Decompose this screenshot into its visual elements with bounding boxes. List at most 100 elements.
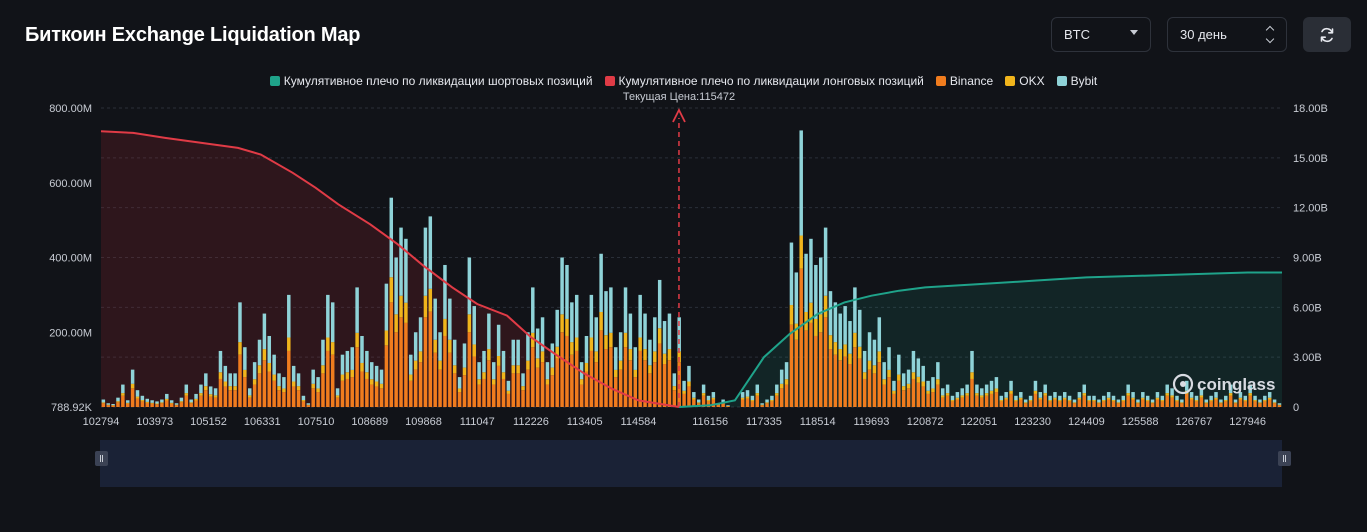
bar-binance	[1028, 401, 1033, 407]
bar-okx	[145, 401, 149, 403]
zoom-handle-right[interactable]	[1278, 451, 1291, 466]
bar-bybit	[160, 399, 164, 403]
legend-item-okx[interactable]: OKX	[1005, 74, 1045, 88]
x-tick-label: 106331	[244, 416, 281, 428]
bar-okx	[1165, 393, 1169, 396]
legend-label-binance: Binance	[949, 74, 994, 88]
bar-bybit	[755, 384, 760, 394]
bar-okx	[438, 360, 442, 370]
bar-binance	[189, 403, 193, 407]
bar-binance	[340, 380, 345, 407]
bar-bybit	[1160, 395, 1165, 401]
period-select[interactable]: 30 день	[1167, 17, 1287, 52]
bar-binance	[760, 405, 764, 407]
bar-bybit	[223, 365, 228, 382]
bar-binance	[653, 362, 657, 407]
bar-bybit	[1082, 384, 1086, 394]
bar-bybit	[169, 400, 174, 403]
bar-binance	[394, 332, 398, 407]
legend-label-short: Кумулятивное плечо по ликвидации шортовы…	[283, 74, 593, 88]
y-right-tick-label: 6.00B	[1293, 302, 1322, 314]
bar-bybit	[711, 392, 716, 398]
zoom-slider[interactable]	[100, 440, 1282, 487]
bar-okx	[750, 400, 755, 402]
bar-bybit	[379, 369, 384, 384]
bar-okx	[516, 365, 520, 374]
bar-bybit	[340, 354, 345, 375]
bar-bybit	[306, 403, 311, 405]
coin-select[interactable]: BTC	[1051, 17, 1151, 52]
bar-okx	[155, 403, 159, 405]
bar-bybit	[1019, 392, 1023, 398]
bar-binance	[472, 356, 476, 407]
bar-bybit	[1009, 380, 1013, 391]
bar-bybit	[1204, 399, 1208, 403]
bar-okx	[570, 342, 574, 355]
bar-bybit	[1106, 392, 1111, 398]
bar-bybit	[784, 362, 789, 380]
bar-okx	[858, 346, 862, 359]
bar-bybit	[1194, 395, 1199, 401]
zoom-handle-left[interactable]	[95, 451, 108, 466]
bar-binance	[1097, 403, 1101, 407]
bar-binance	[565, 335, 569, 407]
bar-bybit	[1155, 392, 1160, 398]
bar-okx	[326, 337, 330, 351]
legend-swatch-bybit	[1056, 76, 1067, 86]
bar-binance	[789, 324, 794, 407]
bar-bybit	[1072, 399, 1077, 403]
bar-okx	[1121, 400, 1126, 402]
bar-bybit	[740, 392, 745, 398]
bar-bybit	[277, 373, 281, 387]
bar-bybit	[770, 395, 774, 401]
y-right-tick-label: 3.00B	[1293, 352, 1322, 364]
bar-bybit	[775, 384, 779, 394]
bar-binance	[687, 386, 691, 407]
bar-binance	[326, 350, 330, 407]
bar-bybit	[501, 350, 506, 373]
bar-bybit	[404, 238, 408, 303]
legend-label-okx: OKX	[1019, 74, 1045, 88]
bar-binance	[535, 367, 540, 407]
bar-binance	[799, 268, 803, 407]
bar-bybit	[1199, 388, 1204, 396]
bar-bybit	[121, 384, 125, 394]
bar-binance	[252, 384, 257, 407]
x-tick-label: 124409	[1068, 416, 1105, 428]
bar-binance	[457, 392, 462, 407]
bar-bybit	[804, 253, 808, 312]
legend-item-short[interactable]: Кумулятивное плечо по ликвидации шортовы…	[269, 74, 593, 88]
bar-okx	[799, 235, 803, 269]
bar-okx	[394, 314, 398, 333]
bar-bybit	[155, 401, 159, 404]
y-left-tick-label: 400.00M	[49, 253, 92, 265]
bar-okx	[1136, 402, 1140, 404]
bar-bybit	[540, 317, 545, 352]
bar-bybit	[589, 294, 594, 338]
bar-okx	[1033, 390, 1038, 394]
bar-binance	[1189, 399, 1194, 407]
bar-bybit	[355, 287, 359, 333]
bar-okx	[936, 379, 940, 385]
legend-item-bybit[interactable]: Bybit	[1056, 74, 1097, 88]
bar-bybit	[936, 362, 940, 380]
bar-bybit	[506, 380, 511, 391]
bar-bybit	[213, 388, 218, 396]
bar-okx	[823, 295, 828, 318]
bar-binance	[233, 390, 237, 407]
legend-item-long[interactable]: Кумулятивное плечо по ликвидации лонговы…	[604, 74, 924, 88]
bar-okx	[906, 383, 911, 389]
legend-item-binance[interactable]: Binance	[935, 74, 994, 88]
refresh-button[interactable]	[1303, 17, 1351, 52]
bar-binance	[970, 378, 974, 407]
bar-binance	[365, 378, 369, 407]
bar-binance	[901, 390, 906, 407]
x-tick-label: 119693	[853, 416, 889, 428]
bar-okx	[135, 396, 140, 399]
bar-binance	[1102, 401, 1106, 407]
bar-bybit	[1214, 392, 1218, 398]
bar-okx	[379, 383, 384, 389]
bar-okx	[223, 381, 228, 387]
bar-okx	[633, 369, 638, 378]
bar-binance	[316, 392, 320, 407]
